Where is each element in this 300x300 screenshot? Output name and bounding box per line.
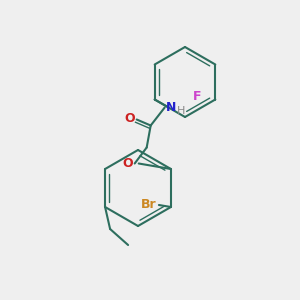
Text: F: F — [193, 90, 202, 103]
Text: O: O — [122, 157, 133, 170]
Text: Br: Br — [141, 199, 157, 212]
Text: H: H — [176, 106, 185, 116]
Text: N: N — [166, 101, 176, 114]
Text: O: O — [124, 112, 135, 125]
